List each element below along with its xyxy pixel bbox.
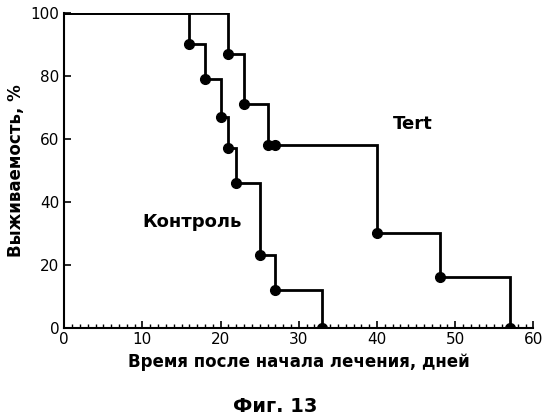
Text: Контроль: Контроль — [142, 213, 242, 231]
X-axis label: Время после начала лечения, дней: Время после начала лечения, дней — [128, 353, 470, 371]
Text: Фиг. 13: Фиг. 13 — [233, 397, 317, 416]
Text: Tert: Tert — [393, 116, 432, 134]
Y-axis label: Выживаемость, %: Выживаемость, % — [7, 84, 25, 257]
